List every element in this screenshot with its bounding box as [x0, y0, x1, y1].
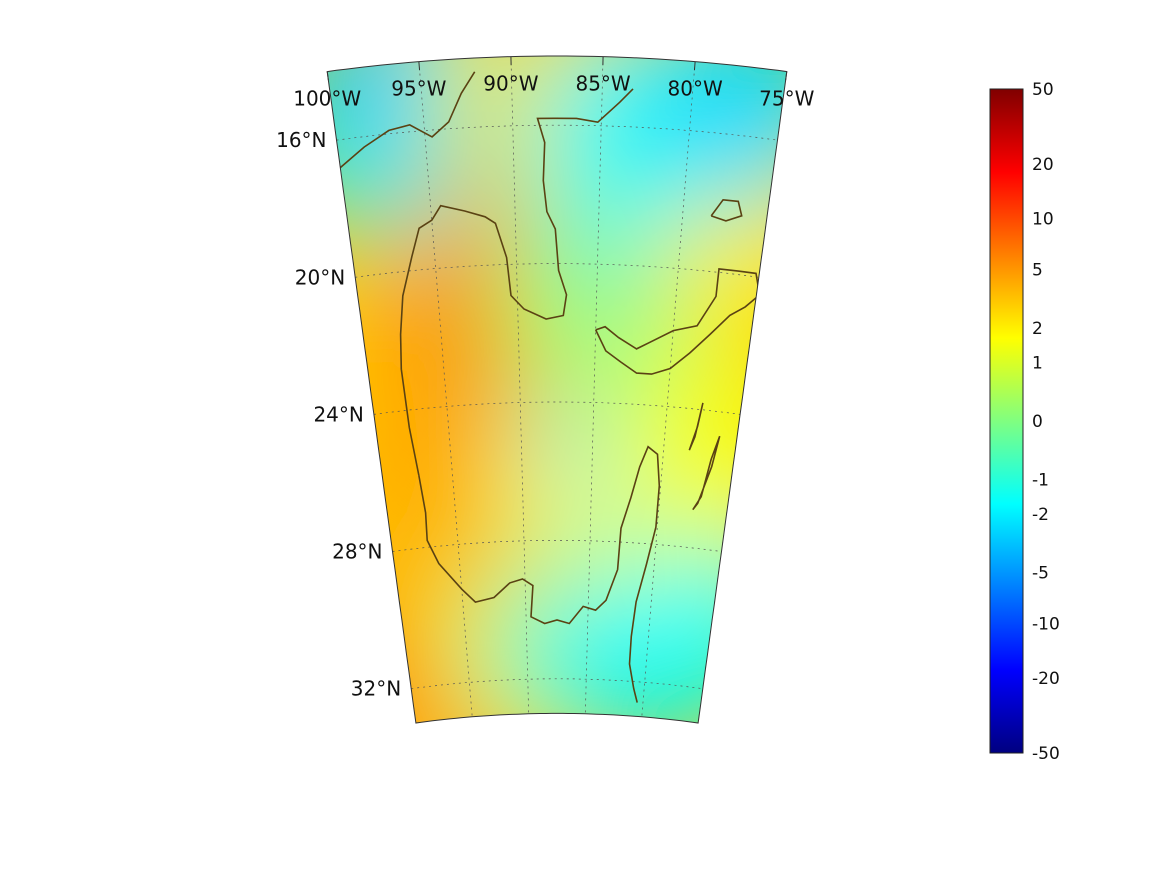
latitude-tick-label: 24°N	[313, 402, 363, 426]
coastline-segment	[418, 445, 661, 703]
parallel-line	[392, 540, 722, 552]
meridian-line	[641, 61, 696, 717]
meridian-line	[510, 56, 530, 714]
colorbar-tick-label: -10	[1032, 614, 1060, 634]
meridian-line	[584, 56, 604, 714]
longitude-tick-label: 100°W	[293, 87, 361, 111]
longitude-tick-label: 90°W	[483, 72, 538, 96]
colorbar-tick-label: 1	[1032, 353, 1043, 373]
coastline-segment	[692, 435, 721, 511]
meridian-line	[418, 61, 473, 717]
coastline-segment	[766, 224, 787, 281]
longitude-tick-label: 80°W	[668, 77, 723, 101]
colorbar-tick-label: -20	[1032, 669, 1060, 689]
axis-ticks: 100°W 95°W 90°W 85°W 80°W 75°W 16°N 20°N 24°N 28°…	[276, 56, 815, 701]
colorbar-tick-label: -50	[1032, 744, 1060, 764]
latitude-tick-label: 28°N	[332, 540, 382, 564]
longitude-tick-label: 75°W	[759, 87, 814, 111]
map-border	[326, 55, 788, 724]
coastline-segment	[399, 88, 634, 476]
colorbar-tick-label: -5	[1032, 563, 1049, 583]
colorbar-scale	[989, 88, 1024, 754]
colorbar-tick-label: -2	[1032, 505, 1049, 525]
colorbar-tick-label: 0	[1032, 412, 1043, 432]
colorbar-tick-label: 50	[1032, 80, 1054, 100]
latitude-tick-label: 16°N	[276, 128, 326, 152]
coastline-segment	[688, 402, 704, 451]
longitude-tick-label: 95°W	[391, 77, 446, 101]
latitude-tick-label: 32°N	[351, 677, 401, 701]
parallel-line	[336, 124, 778, 141]
longitude-tick	[785, 71, 788, 81]
parallel-line	[411, 678, 703, 690]
colorbar-tick-label: 5	[1032, 261, 1043, 281]
latitude-tick-label: 20°N	[295, 265, 345, 289]
colorbar-tick-label: -1	[1032, 471, 1049, 491]
parallel-line	[373, 401, 741, 415]
colorbar-tick-label: 10	[1032, 210, 1054, 230]
coastline-segment	[339, 71, 476, 169]
longitude-tick	[418, 61, 421, 71]
longitude-tick-label: 85°W	[575, 72, 630, 96]
parallel-line	[355, 263, 759, 278]
colorbar-tick-label: 2	[1032, 319, 1043, 339]
coastline-segment	[710, 198, 743, 222]
anomaly-field	[327, 56, 787, 723]
longitude-tick	[326, 71, 329, 81]
longitude-tick	[693, 61, 696, 71]
colorbar-tick-label: 20	[1032, 155, 1054, 175]
field-region-22	[641, 56, 787, 207]
